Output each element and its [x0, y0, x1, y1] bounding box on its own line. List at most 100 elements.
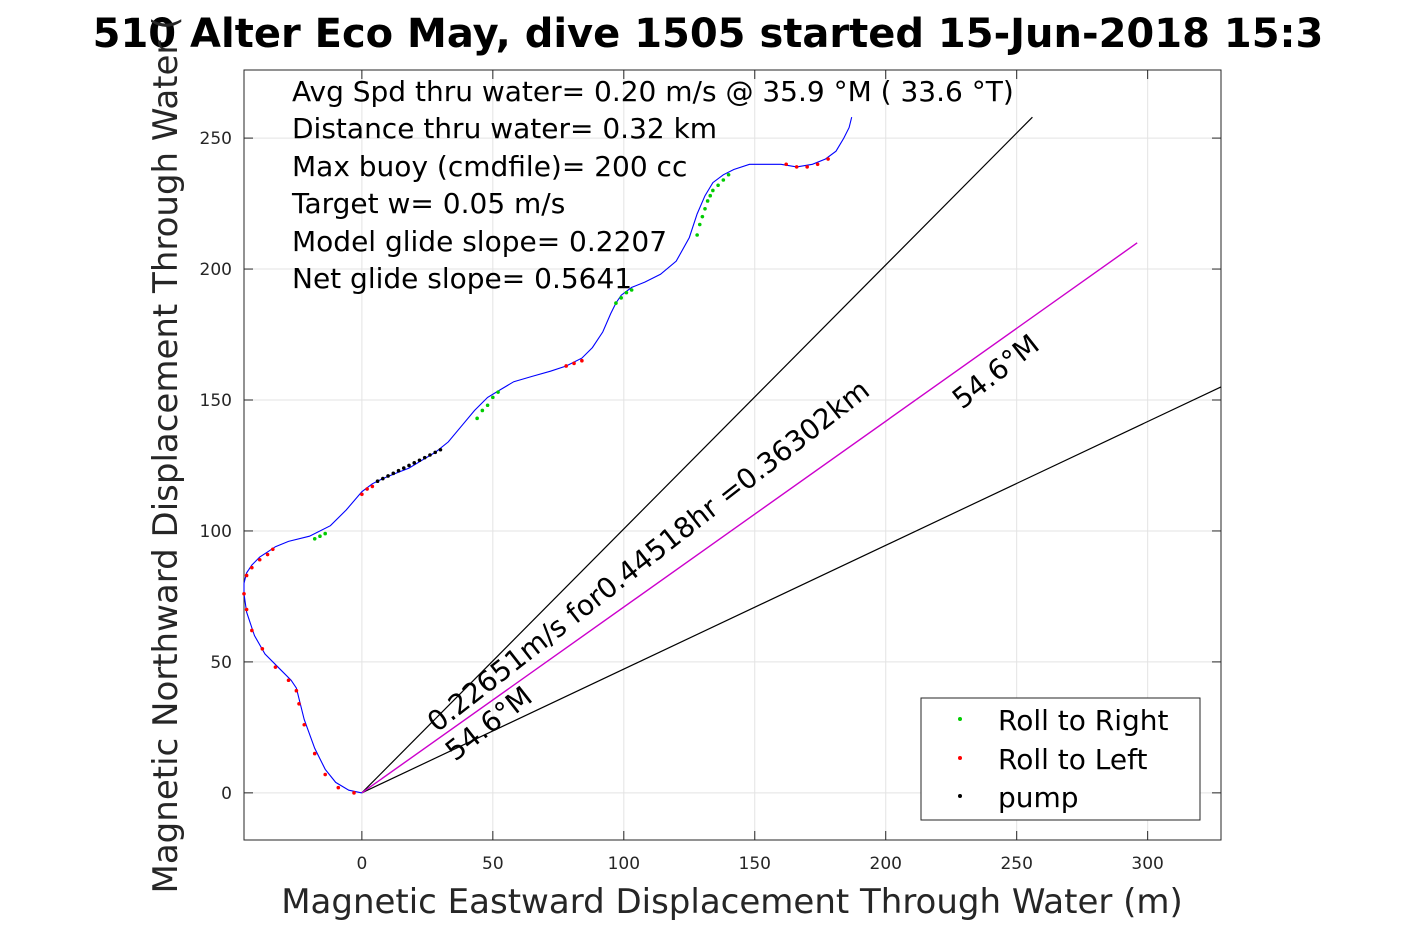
pump-point [381, 476, 385, 481]
track-line [243, 116, 853, 794]
roll-left-point [244, 607, 249, 612]
info-line-target-w: Target w= 0.05 m/s [291, 187, 565, 220]
pump-point [438, 447, 443, 452]
annotation-heading-upper: 54.6°M [946, 328, 1046, 416]
roll-left-point [794, 165, 799, 169]
pump-point [412, 461, 417, 465]
reference-lines [361, 116, 1222, 794]
roll-left-point [297, 702, 301, 706]
roll-left-point [572, 361, 576, 366]
y-tick-label: 150 [200, 391, 232, 411]
y-axis-label: Magnetic Northward Displacement Through … [146, 17, 186, 894]
roll-left-point [564, 364, 568, 368]
roll-right-point [711, 188, 715, 193]
roll-left-point [244, 573, 249, 578]
roll-right-point [703, 207, 707, 211]
roll-left-point [257, 557, 262, 562]
y-tick-label: 50 [210, 653, 232, 673]
x-tick-label: 50 [482, 854, 504, 874]
roll-left-point [352, 791, 356, 795]
roll-right-point [312, 537, 317, 541]
roll-left-point [265, 552, 270, 557]
pump-point [433, 450, 438, 455]
annotation-current-summary: 0.22651m/s for0.44518hr =0.36302km [421, 373, 876, 738]
roll-left-point [273, 665, 278, 669]
roll-left-point [370, 484, 375, 489]
info-line-max-buoy: Max buoy (cmdfile)= 200 cc [292, 150, 687, 183]
roll-right-point [485, 403, 490, 408]
roll-right-point [614, 301, 618, 305]
roll-right-point [705, 199, 710, 203]
roll-left-point [815, 162, 820, 167]
reference-line [361, 386, 1222, 794]
y-tick-label: 250 [200, 129, 232, 149]
chart-title: 510 Alter Eco May, dive 1505 started 15-… [93, 11, 1324, 57]
info-line-avg-speed: Avg Spd thru water= 0.20 m/s @ 35.9 °M (… [292, 75, 1014, 108]
roll-right-point [475, 416, 479, 421]
pump-point [422, 455, 427, 460]
roll-right-point [726, 172, 731, 177]
legend-marker-roll-right [958, 717, 962, 721]
x-tick-labels: 0 50 100 150 200 250 300 [356, 854, 1163, 874]
pump-point [407, 463, 411, 468]
pump-point [391, 471, 396, 476]
roll-right-point [695, 233, 699, 237]
grid-lines [244, 70, 1221, 840]
legend-label-pump: pump [998, 781, 1079, 814]
axis-ticks [244, 70, 1221, 840]
x-tick-label: 250 [1000, 854, 1032, 874]
roll-right-point [721, 178, 726, 182]
pump-point [386, 474, 390, 478]
pump-point [428, 453, 432, 457]
info-line-model-glide: Model glide slope= 0.2207 [292, 225, 667, 258]
reference-line [361, 116, 1033, 794]
legend-label-roll-left: Roll to Left [998, 743, 1147, 776]
series-layer [242, 116, 1138, 795]
legend-box [920, 697, 1201, 821]
roll-left-point [336, 785, 341, 790]
roll-right-point [496, 390, 500, 394]
info-text-block: Avg Spd thru water= 0.20 m/s @ 35.9 °M (… [291, 75, 1014, 295]
legend: Roll to Right Roll to Left pump [920, 697, 1201, 821]
roll-right-point [480, 408, 485, 413]
roll-right-point [323, 531, 327, 536]
roll-right-point [697, 222, 702, 227]
x-axis-label: Magnetic Eastward Displacement Through W… [281, 882, 1183, 922]
roll-right-point [619, 296, 623, 300]
roll-left-point [826, 157, 830, 161]
y-tick-label: 0 [221, 784, 232, 804]
legend-marker-pump [958, 794, 962, 798]
roll-left-point [784, 162, 788, 167]
roll-left-point [360, 492, 364, 497]
roll-left-point [242, 592, 246, 596]
pump-point [396, 468, 401, 473]
roll-right-point [629, 288, 634, 292]
roll-left-point [580, 358, 584, 363]
info-line-distance: Distance thru water= 0.32 km [292, 112, 717, 145]
roll-right-point [700, 214, 705, 219]
pump-point [417, 458, 422, 463]
roll-left-point [805, 165, 809, 169]
x-tick-label: 100 [608, 854, 640, 874]
roll-left-point [323, 772, 327, 777]
roll-right-point [708, 193, 713, 198]
roll-right-point [318, 534, 322, 538]
roll-right-point [491, 395, 495, 400]
roll-left-point [250, 628, 254, 633]
y-tick-labels: 0 50 100 150 200 250 [200, 129, 232, 804]
roll-left-point [286, 678, 291, 683]
y-tick-label: 100 [200, 522, 232, 542]
x-tick-label: 150 [739, 854, 771, 874]
plot-area-border [243, 69, 1222, 841]
legend-label-roll-right: Roll to Right [998, 704, 1169, 737]
x-tick-label: 200 [870, 854, 902, 874]
roll-left-point [260, 647, 265, 651]
x-tick-label: 0 [356, 854, 367, 874]
roll-left-point [250, 565, 254, 570]
roll-right-point [716, 183, 720, 188]
y-tick-label: 200 [200, 260, 232, 280]
current-line [361, 242, 1138, 794]
legend-marker-roll-left [958, 756, 962, 760]
roll-right-point [624, 290, 629, 295]
